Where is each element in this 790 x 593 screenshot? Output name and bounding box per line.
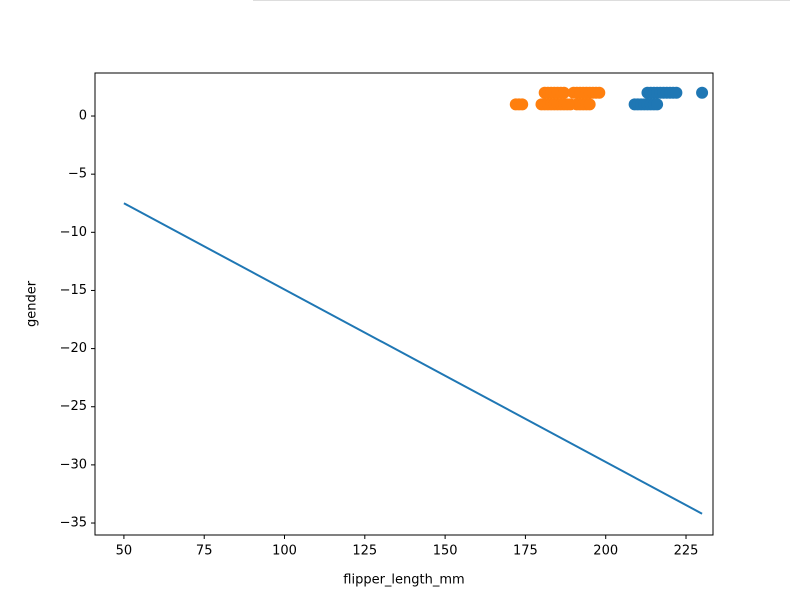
y-tick-label: 0: [79, 109, 87, 124]
y-tick-label: −15: [60, 283, 87, 298]
x-tick-label: 225: [674, 544, 699, 559]
axes-frame: [94, 72, 714, 536]
x-tick-label: 50: [116, 544, 133, 559]
x-tick-label: 75: [196, 544, 213, 559]
x-tick-label: 200: [593, 544, 618, 559]
scatter-point: [583, 98, 596, 111]
scatter-point: [557, 86, 570, 99]
y-tick-label: −10: [60, 225, 87, 240]
y-tick-label: −25: [60, 399, 87, 414]
x-tick-label: 125: [352, 544, 377, 559]
y-tick-label: −5: [68, 167, 87, 182]
regression-line: [123, 202, 703, 515]
x-axis-label: flipper_length_mm: [343, 573, 464, 588]
x-tick-label: 150: [433, 544, 458, 559]
scatter-point: [516, 98, 529, 111]
x-tick-label: 100: [272, 544, 297, 559]
x-tick-label: 175: [513, 544, 538, 559]
plot: [123, 86, 709, 515]
y-tick-label: −30: [60, 457, 87, 472]
y-axis-label: gender: [25, 280, 40, 327]
scatter-point: [670, 86, 683, 99]
scatter-point: [593, 86, 606, 99]
y-tick-label: −35: [60, 516, 87, 531]
scatter-point: [651, 98, 664, 111]
scatter-point: [696, 86, 709, 99]
y-tick-label: −20: [60, 341, 87, 356]
